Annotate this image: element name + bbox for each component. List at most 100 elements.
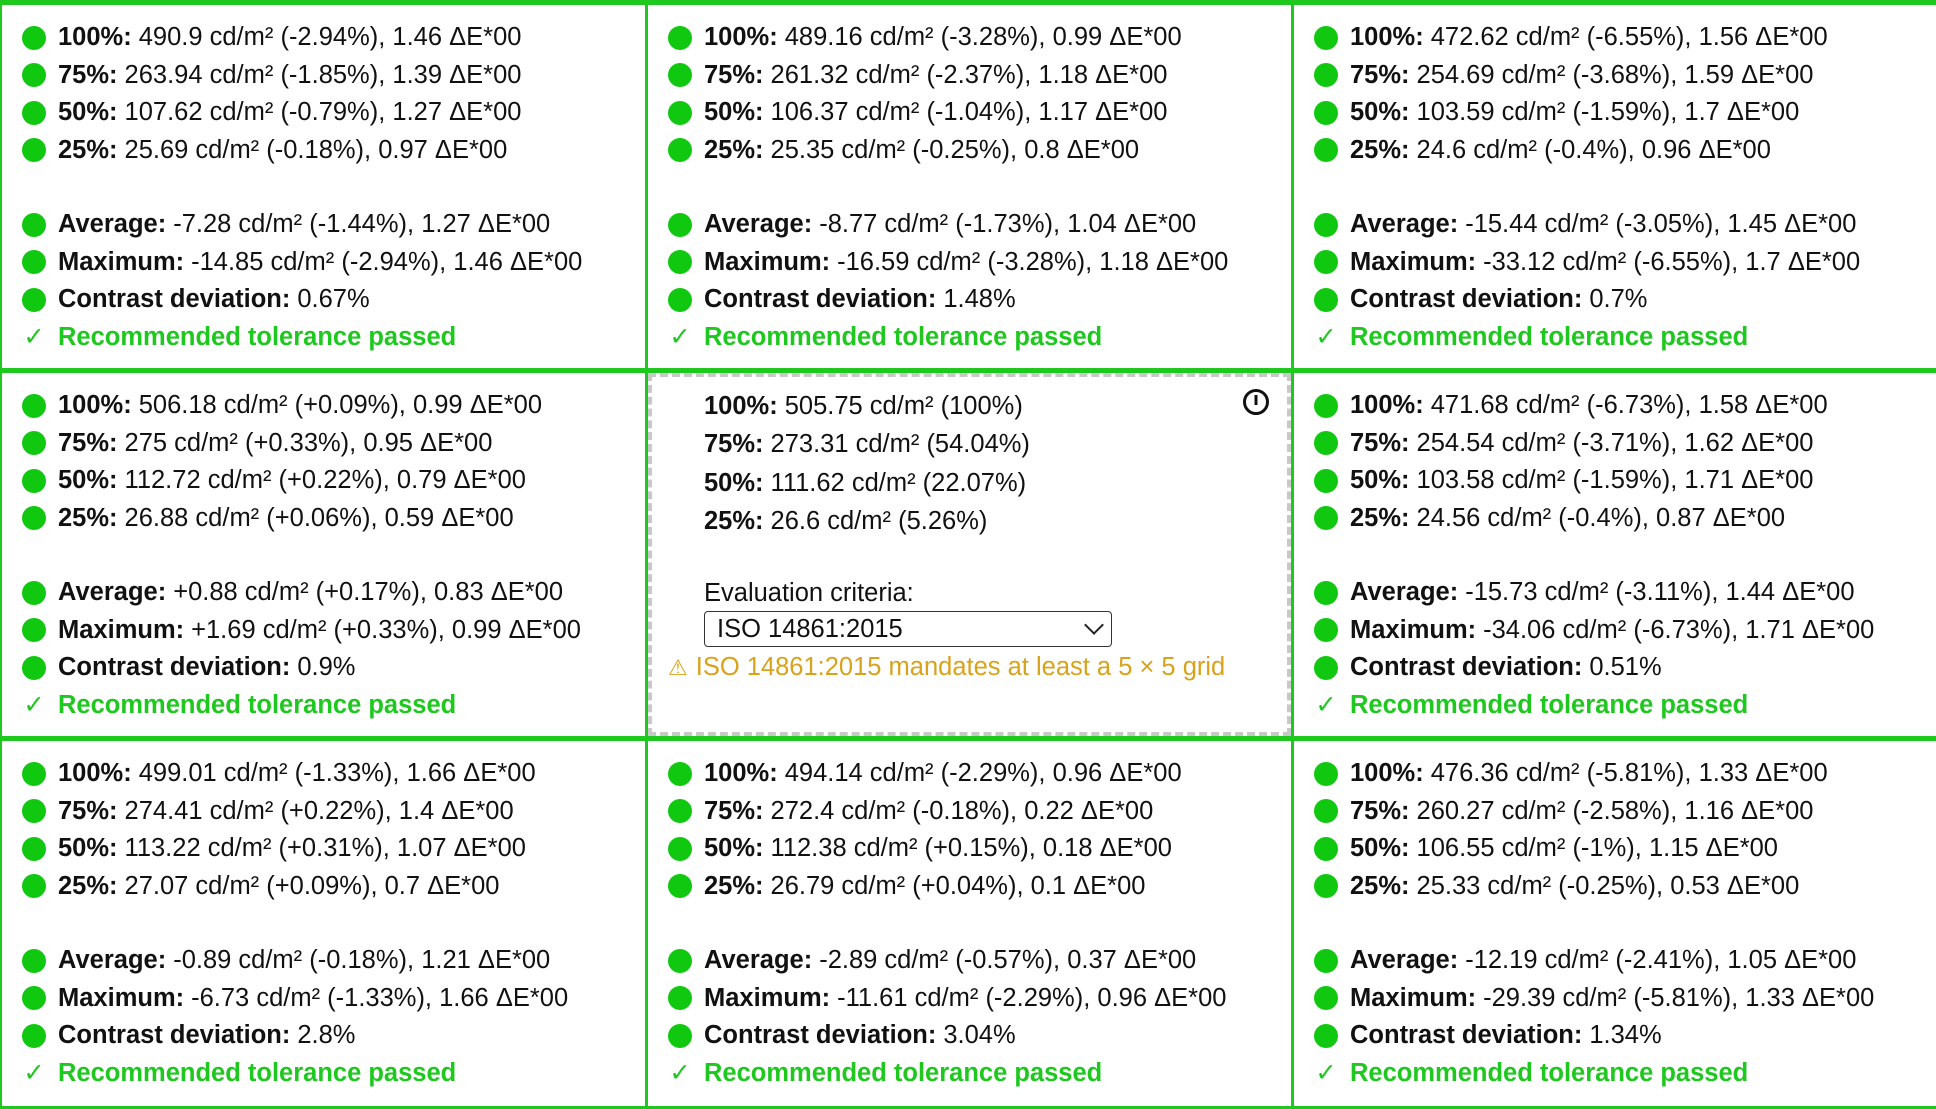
summary-contrast: Contrast deviation: 0.67% [22, 281, 645, 319]
status-dot-icon [668, 761, 692, 786]
status-dot-icon [1314, 431, 1338, 456]
status-dot-icon [1314, 100, 1338, 125]
status-dot-icon [22, 799, 46, 824]
summary-average: Average: -7.28 cd/m² (-1.44%), 1.27 ΔE*00 [22, 206, 645, 244]
summary-maximum: Maximum: -16.59 cd/m² (-3.28%), 1.18 ΔE*0… [668, 244, 1291, 282]
status-dot-icon [1314, 63, 1338, 88]
checkmark-icon: ✓ [23, 323, 45, 352]
status-dot-icon [22, 431, 46, 456]
checkmark-icon: ✓ [23, 1059, 45, 1088]
measurement-row: 75%: 254.54 cd/m² (-3.71%), 1.62 ΔE*00 [1314, 425, 1936, 463]
status-dot-icon [22, 138, 46, 163]
measurement-row: 100%: 490.9 cd/m² (-2.94%), 1.46 ΔE*00 [22, 19, 645, 57]
status-dot-icon [668, 874, 692, 899]
summary-contrast: Contrast deviation: 0.9% [22, 649, 645, 687]
status-dot-icon [1314, 212, 1338, 237]
status-dot-icon [22, 393, 46, 418]
status-dot-icon [668, 25, 692, 50]
status-dot-icon [1314, 986, 1338, 1011]
grid-cell-middle-right: 100%: 471.68 cd/m² (-6.73%), 1.58 ΔE*00 7… [1294, 373, 1936, 736]
status-dot-icon [1314, 874, 1338, 899]
measurement-row: 50%: 113.22 cd/m² (+0.31%), 1.07 ΔE*00 [22, 830, 645, 868]
measurement-row: 100%: 494.14 cd/m² (-2.29%), 0.96 ΔE*00 [668, 755, 1291, 793]
status-dot-icon [22, 836, 46, 861]
summary-contrast: Contrast deviation: 1.48% [668, 281, 1291, 319]
status-dot-icon [668, 1023, 692, 1048]
measurement-row: 75%: 260.27 cd/m² (-2.58%), 1.16 ΔE*00 [1314, 793, 1936, 831]
warning-icon: ⚠ [668, 654, 688, 680]
chevron-down-icon [1084, 615, 1104, 635]
checkmark-icon: ✓ [669, 1059, 691, 1088]
measurement-row: 25%: 27.07 cd/m² (+0.09%), 0.7 ΔE*00 [22, 868, 645, 906]
tolerance-status: ✓ Recommended tolerance passed [23, 322, 457, 352]
grid-cell-reference: 100%: 505.75 cd/m² (100%) 75%: 273.31 cd/m… [648, 373, 1291, 736]
measurement-row: 25%: 24.6 cd/m² (-0.4%), 0.96 ΔE*00 [1314, 132, 1936, 170]
status-dot-icon [1314, 799, 1338, 824]
summary-maximum: Maximum: -6.73 cd/m² (-1.33%), 1.66 ΔE*00 [22, 980, 645, 1018]
measurement-row: 75%: 263.94 cd/m² (-1.85%), 1.39 ΔE*00 [22, 57, 645, 95]
status-dot-icon [668, 63, 692, 88]
measurement-row: 25%: 24.56 cd/m² (-0.4%), 0.87 ΔE*00 [1314, 500, 1936, 538]
grid-cell-top-center: 100%: 489.16 cd/m² (-3.28%), 0.99 ΔE*00 7… [648, 5, 1291, 368]
tolerance-status: ✓ Recommended tolerance passed [669, 322, 1103, 352]
status-dot-icon [668, 948, 692, 973]
measurement-row: 75%: 272.4 cd/m² (-0.18%), 0.22 ΔE*00 [668, 793, 1291, 831]
status-dot-icon [22, 761, 46, 786]
checkmark-icon: ✓ [1315, 1059, 1337, 1088]
measurement-row: 75%: 274.41 cd/m² (+0.22%), 1.4 ΔE*00 [22, 793, 645, 831]
summary-maximum: Maximum: -11.61 cd/m² (-2.29%), 0.96 ΔE*0… [668, 980, 1291, 1018]
criteria-label: Evaluation criteria: [704, 578, 914, 607]
status-dot-icon [668, 287, 692, 312]
summary-average: Average: -2.89 cd/m² (-0.57%), 0.37 ΔE*00 [668, 942, 1291, 980]
status-dot-icon [668, 250, 692, 275]
status-dot-icon [668, 836, 692, 861]
summary-maximum: Maximum: -34.06 cd/m² (-6.73%), 1.71 ΔE*0… [1314, 612, 1936, 650]
tolerance-status: ✓ Recommended tolerance passed [1315, 322, 1749, 352]
status-dot-icon [22, 948, 46, 973]
status-dot-icon [22, 287, 46, 312]
status-dot-icon [1314, 1023, 1338, 1048]
criteria-select[interactable]: ISO 14861:2015 [704, 611, 1112, 647]
status-dot-icon [1314, 948, 1338, 973]
measurement-row: 50%: 107.62 cd/m² (-0.79%), 1.27 ΔE*00 [22, 94, 645, 132]
status-dot-icon [22, 506, 46, 531]
reference-row: 75%: 273.31 cd/m² (54.04%) [704, 430, 1030, 459]
grid-cell-bottom-right: 100%: 476.36 cd/m² (-5.81%), 1.33 ΔE*00 7… [1294, 741, 1936, 1106]
summary-average: Average: -12.19 cd/m² (-2.41%), 1.05 ΔE*0… [1314, 942, 1936, 980]
status-dot-icon [22, 63, 46, 88]
status-dot-icon [22, 986, 46, 1011]
measurement-row: 50%: 103.59 cd/m² (-1.59%), 1.7 ΔE*00 [1314, 94, 1936, 132]
measurement-row: 100%: 489.16 cd/m² (-3.28%), 0.99 ΔE*00 [668, 19, 1291, 57]
summary-average: Average: -15.44 cd/m² (-3.05%), 1.45 ΔE*0… [1314, 206, 1936, 244]
grid-cell-bottom-center: 100%: 494.14 cd/m² (-2.29%), 0.96 ΔE*00 7… [648, 741, 1291, 1106]
power-icon[interactable] [1243, 389, 1269, 415]
status-dot-icon [1314, 287, 1338, 312]
measurement-row: 25%: 26.79 cd/m² (+0.04%), 0.1 ΔE*00 [668, 868, 1291, 906]
summary-average: Average: -8.77 cd/m² (-1.73%), 1.04 ΔE*00 [668, 206, 1291, 244]
measurement-row: 100%: 476.36 cd/m² (-5.81%), 1.33 ΔE*00 [1314, 755, 1936, 793]
tolerance-status: ✓ Recommended tolerance passed [1315, 1058, 1749, 1088]
tolerance-status: ✓ Recommended tolerance passed [23, 690, 457, 720]
measurement-row: 100%: 472.62 cd/m² (-6.55%), 1.56 ΔE*00 [1314, 19, 1936, 57]
status-dot-icon [1314, 618, 1338, 643]
summary-maximum: Maximum: -33.12 cd/m² (-6.55%), 1.7 ΔE*00 [1314, 244, 1936, 282]
status-dot-icon [22, 655, 46, 680]
measurement-row: 50%: 103.58 cd/m² (-1.59%), 1.71 ΔE*00 [1314, 462, 1936, 500]
status-dot-icon [668, 138, 692, 163]
summary-contrast: Contrast deviation: 3.04% [668, 1017, 1291, 1055]
summary-contrast: Contrast deviation: 1.34% [1314, 1017, 1936, 1055]
measurement-row: 75%: 254.69 cd/m² (-3.68%), 1.59 ΔE*00 [1314, 57, 1936, 95]
grid-cell-bottom-left: 100%: 499.01 cd/m² (-1.33%), 1.66 ΔE*00 7… [2, 741, 645, 1106]
status-dot-icon [22, 874, 46, 899]
status-dot-icon [668, 986, 692, 1011]
grid-cell-top-left: 100%: 490.9 cd/m² (-2.94%), 1.46 ΔE*00 75… [2, 5, 645, 368]
status-dot-icon [1314, 468, 1338, 493]
measurement-row: 25%: 25.35 cd/m² (-0.25%), 0.8 ΔE*00 [668, 132, 1291, 170]
measurement-row: 25%: 26.88 cd/m² (+0.06%), 0.59 ΔE*00 [22, 500, 645, 538]
status-dot-icon [1314, 655, 1338, 680]
summary-contrast: Contrast deviation: 0.7% [1314, 281, 1936, 319]
checkmark-icon: ✓ [669, 323, 691, 352]
summary-average: Average: +0.88 cd/m² (+0.17%), 0.83 ΔE*00 [22, 574, 645, 612]
checkmark-icon: ✓ [1315, 323, 1337, 352]
measurement-row: 25%: 25.69 cd/m² (-0.18%), 0.97 ΔE*00 [22, 132, 645, 170]
